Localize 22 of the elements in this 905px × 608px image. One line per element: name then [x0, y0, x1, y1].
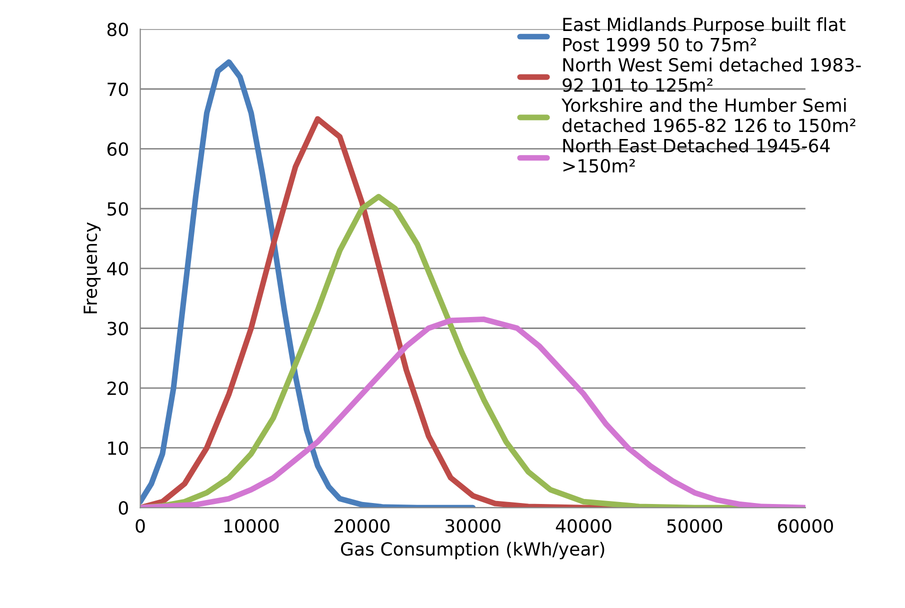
y-tick-label: 80	[107, 22, 128, 36]
x-axis-title: Gas Consumption (kWh/year)	[341, 542, 604, 560]
y-axis-title: Frequency	[84, 222, 101, 314]
y-tick-label: 60	[107, 142, 128, 156]
legend-label: North West Semi detached 1983- 92 101 to 125m²	[562, 58, 861, 92]
x-tick-label: 10000	[224, 519, 279, 533]
legend-label: North East Detached 1945-64 >150m²	[563, 138, 830, 173]
y-tick-label: 0	[118, 501, 128, 515]
x-tick-label: 20000	[334, 519, 390, 533]
legend-label: East Midlands Purpose built flat Post 1999 50 to 75m²	[563, 17, 846, 52]
y-tick-label: 50	[108, 202, 128, 216]
x-tick-label: 50000	[667, 519, 722, 533]
y-tick-label: 30	[108, 322, 128, 336]
y-tick-label: 10	[108, 441, 128, 455]
x-tick-label: 40000	[556, 519, 612, 533]
x-tick-label: 60000	[778, 519, 833, 533]
x-tick-label: 0	[136, 519, 145, 533]
y-tick-label: 70	[108, 82, 128, 96]
x-tick-label: 30000	[446, 519, 500, 533]
y-tick-label: 20	[108, 382, 128, 396]
y-tick-label: 40	[107, 262, 128, 276]
legend-label: Yorkshire and the Humber Semi detached 1965-82 126 to 150m²	[561, 98, 856, 132]
